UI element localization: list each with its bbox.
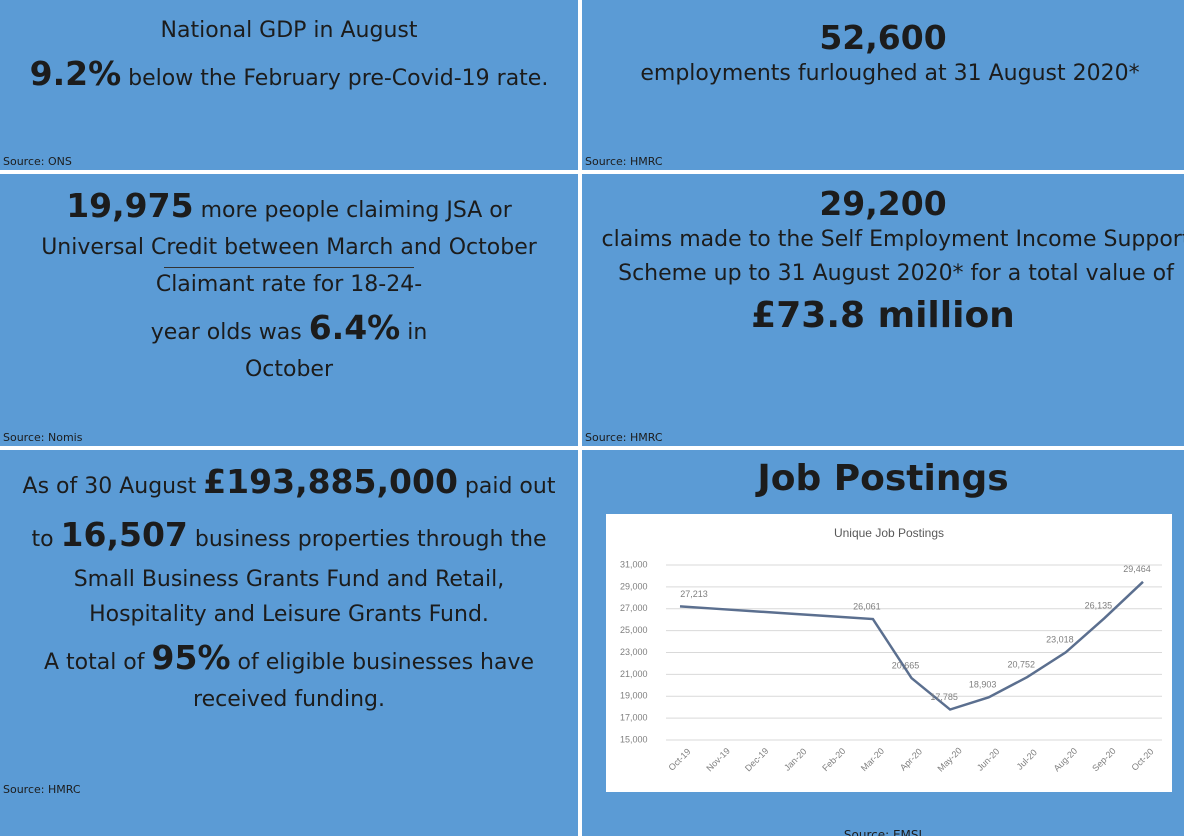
text: of eligible businesses have received fun… — [193, 649, 535, 713]
source: Source: Nomis — [3, 431, 83, 444]
y-tick-label: 19,000 — [620, 691, 648, 701]
seiss-panel: 29,200 claims made to the Self Employmen… — [582, 174, 1184, 446]
line — [679, 580, 1144, 711]
text: 9.2% below the February pre-Covid-19 rat… — [0, 48, 578, 99]
y-tick-label: 31,000 — [620, 559, 648, 569]
chart: Unique Job Postings 15,000 17,000 19,000 21… — [606, 514, 1172, 792]
text: Claimant rate for 18-24-year olds was — [150, 272, 423, 346]
claimant-panel: 19,975 more people claiming JSA or Unive… — [0, 174, 578, 446]
x-tick-label: Feb-20 — [820, 746, 847, 773]
text: A total of — [43, 649, 145, 675]
data-label: 27,213 — [680, 589, 708, 599]
text: below the February pre-Covid-19 rate. — [128, 66, 549, 92]
x-tick-label: Mar-20 — [859, 746, 886, 773]
x-tick-label: Oct-19 — [666, 746, 692, 772]
text: in October — [244, 320, 428, 383]
text: As of 30 August £193,885,000 paid out to… — [0, 456, 578, 632]
text: paid out to — [31, 474, 556, 552]
text: employments furloughed at 31 August 2020… — [640, 61, 1140, 86]
figure: 29,200 — [819, 184, 947, 223]
figure: 52,600 — [819, 18, 947, 57]
data-label: 29,464 — [1123, 564, 1151, 574]
source: Source: EMSI — [843, 828, 923, 836]
text: 19,975 more people claiming JSA or Unive… — [0, 180, 578, 265]
x-tick-label: Jan-20 — [782, 746, 809, 773]
heading: National GDP in August — [160, 18, 418, 43]
source: Source: HMRC — [3, 783, 81, 796]
text: business properties through the Small Bu… — [73, 526, 547, 627]
figure: £73.8 million — [751, 295, 1015, 337]
data-label: 23,018 — [1046, 635, 1074, 645]
figure: 19,975 — [66, 186, 194, 225]
x-tick-label: Dec-19 — [743, 746, 771, 774]
x-tick-label: Apr-20 — [898, 746, 924, 772]
text: As of 30 August — [22, 474, 197, 499]
y-tick-label: 23,000 — [620, 647, 648, 657]
x-tick-label: Sep-20 — [1090, 746, 1118, 774]
x-tick-label: Oct-20 — [1129, 746, 1155, 772]
text: claims made to the Self Employment Incom… — [601, 227, 1184, 287]
source: Source: HMRC — [585, 155, 663, 168]
x-tick-label: Nov-19 — [704, 746, 732, 774]
text: A total of 95% of eligible businesses ha… — [0, 632, 578, 717]
data-label: 20,752 — [1007, 659, 1035, 669]
y-tick-label: 21,000 — [620, 669, 648, 679]
figure: 16,507 — [60, 514, 188, 554]
x-tick-label: Jun-20 — [975, 746, 1002, 773]
data-label: 26,061 — [853, 601, 881, 611]
text: Claimant rate for 18-24-year olds was 6.… — [0, 268, 578, 387]
x-tick-label: Aug-20 — [1052, 746, 1080, 774]
furlough-panel: 52,600 employments furloughed at 31 Augu… — [582, 0, 1184, 170]
figure: 95% — [151, 637, 231, 677]
y-tick-label: 17,000 — [620, 713, 648, 723]
data-label: 26,135 — [1085, 601, 1113, 611]
heading: Job Postings — [757, 458, 1009, 499]
y-tick-label: 27,000 — [620, 603, 648, 613]
data-label: 17,785 — [930, 692, 958, 702]
chart-title: Unique Job Postings — [834, 526, 944, 540]
separator — [164, 267, 414, 269]
text: more people claiming JSA or Universal Cr… — [41, 198, 537, 261]
figure: 9.2% — [29, 54, 122, 94]
gdp-panel: National GDP in August 9.2% below the Fe… — [0, 0, 578, 170]
x-tick-label: Jul-20 — [1015, 747, 1039, 771]
source: Source: ONS — [3, 155, 72, 168]
y-tick-label: 15,000 — [620, 734, 648, 744]
y-tick-label: 29,000 — [620, 581, 648, 591]
data-label: 20,665 — [892, 660, 920, 670]
data-label: 18,903 — [969, 680, 997, 690]
source: Source: HMRC — [585, 431, 663, 444]
figure: 6.4% — [308, 308, 401, 348]
grants-panel: As of 30 August £193,885,000 paid out to… — [0, 450, 578, 836]
x-tick-label: May-20 — [935, 745, 963, 773]
y-tick-label: 25,000 — [620, 625, 648, 635]
figure: £193,885,000 — [203, 462, 458, 501]
